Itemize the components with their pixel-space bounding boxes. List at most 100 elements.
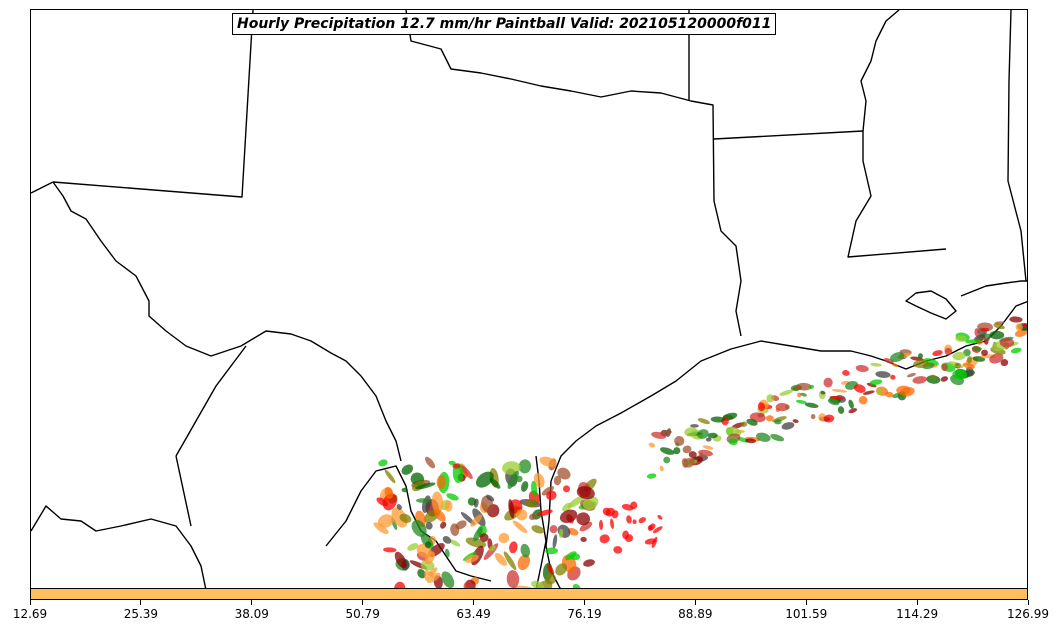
precip-blob — [837, 406, 845, 414]
precip-blob — [999, 337, 1015, 348]
precip-blob — [774, 419, 782, 425]
precip-blob — [401, 487, 408, 493]
precip-blob — [932, 350, 943, 357]
precip-blob — [553, 475, 562, 486]
precip-blob — [648, 523, 656, 531]
precip-blob — [399, 513, 412, 523]
precip-blob — [770, 434, 785, 442]
colorbar — [30, 588, 1028, 600]
precip-blob — [460, 465, 473, 479]
precip-blob — [415, 482, 436, 490]
precip-blob — [378, 459, 388, 467]
precip-blob — [394, 551, 407, 569]
precip-blob — [810, 414, 816, 420]
precip-blob — [383, 547, 397, 553]
precip-blob — [563, 485, 570, 493]
precip-blob — [541, 486, 554, 496]
border-arkansas — [688, 10, 947, 258]
precip-blob — [467, 497, 477, 506]
precip-blob — [746, 418, 758, 426]
precip-blob — [757, 402, 765, 412]
precip-blob — [507, 470, 519, 490]
precip-blob — [842, 369, 850, 376]
precip-blob — [688, 451, 697, 459]
precip-blob — [644, 538, 657, 545]
precip-blob — [411, 519, 427, 537]
precip-blob — [890, 352, 905, 362]
precip-blob — [944, 347, 953, 356]
precip-blob — [622, 530, 629, 540]
precip-blob — [930, 374, 937, 380]
precip-blob — [710, 416, 725, 423]
precip-blob — [508, 499, 515, 519]
precip-blob — [503, 551, 517, 571]
precip-blob — [559, 509, 578, 523]
precip-blob — [698, 449, 713, 457]
precip-blob — [823, 414, 835, 423]
precip-blob — [580, 536, 587, 542]
border-mississippi-river — [860, 10, 900, 132]
map-panel — [30, 9, 1028, 589]
precip-blob — [520, 481, 529, 492]
border-texas-oklahoma — [31, 10, 254, 198]
precip-blob — [781, 422, 795, 430]
precip-blob — [832, 389, 848, 393]
precip-blob — [446, 493, 459, 501]
colorbar-tick — [140, 600, 142, 605]
precip-blob — [549, 525, 558, 534]
precip-blob — [972, 346, 982, 352]
precip-blob — [702, 445, 714, 450]
colorbar-tick — [583, 600, 585, 605]
border-mexico-1 — [175, 345, 247, 527]
precip-blob — [479, 533, 489, 542]
precip-blob — [638, 517, 646, 524]
precip-blob — [460, 512, 475, 525]
precip-blob — [407, 543, 419, 551]
precip-blob — [853, 384, 866, 393]
precip-blob — [436, 475, 446, 489]
precip-blob — [425, 456, 436, 469]
colorbar-tick — [916, 600, 918, 605]
precip-blob — [646, 473, 657, 479]
precip-blob — [498, 532, 510, 544]
colorbar-tick — [251, 600, 253, 605]
precip-blob — [545, 573, 557, 585]
precip-blob — [823, 377, 833, 388]
precip-blob — [401, 464, 414, 475]
precip-blob — [473, 526, 483, 542]
precip-blob — [875, 371, 891, 378]
precip-blob — [955, 363, 960, 367]
coastline-louisiana — [905, 280, 1027, 320]
precip-blob — [525, 498, 539, 508]
colorbar-tick — [29, 600, 31, 605]
precip-blob — [539, 456, 557, 468]
precip-blob — [994, 321, 1005, 325]
precip-blob — [546, 564, 555, 575]
border-louisiana-east — [1007, 10, 1027, 282]
precip-blob — [1000, 359, 1009, 367]
precip-blob — [855, 365, 869, 373]
colorbar-tick-label: 63.49 — [456, 607, 491, 621]
precip-blob — [599, 519, 604, 531]
precip-blob — [517, 554, 531, 571]
precip-blob — [804, 402, 819, 408]
precip-blob — [626, 515, 632, 524]
precip-blob — [546, 490, 557, 501]
map-canvas — [31, 10, 1027, 588]
precip-blob — [557, 467, 571, 480]
precip-blob — [795, 399, 807, 404]
precip-blob — [657, 514, 663, 520]
precip-blob — [415, 498, 431, 503]
precip-blob — [697, 429, 709, 439]
precip-blob — [513, 585, 535, 588]
precip-blob — [684, 427, 698, 437]
precip-blob — [509, 541, 518, 554]
precip-blob — [630, 501, 638, 510]
precip-blob — [648, 442, 656, 448]
precip-blob — [516, 509, 528, 521]
precip-blob — [896, 385, 911, 395]
precip-blob — [434, 509, 446, 522]
precip-blob — [728, 438, 738, 446]
precip-blob — [707, 432, 718, 439]
precip-blob — [442, 536, 452, 544]
